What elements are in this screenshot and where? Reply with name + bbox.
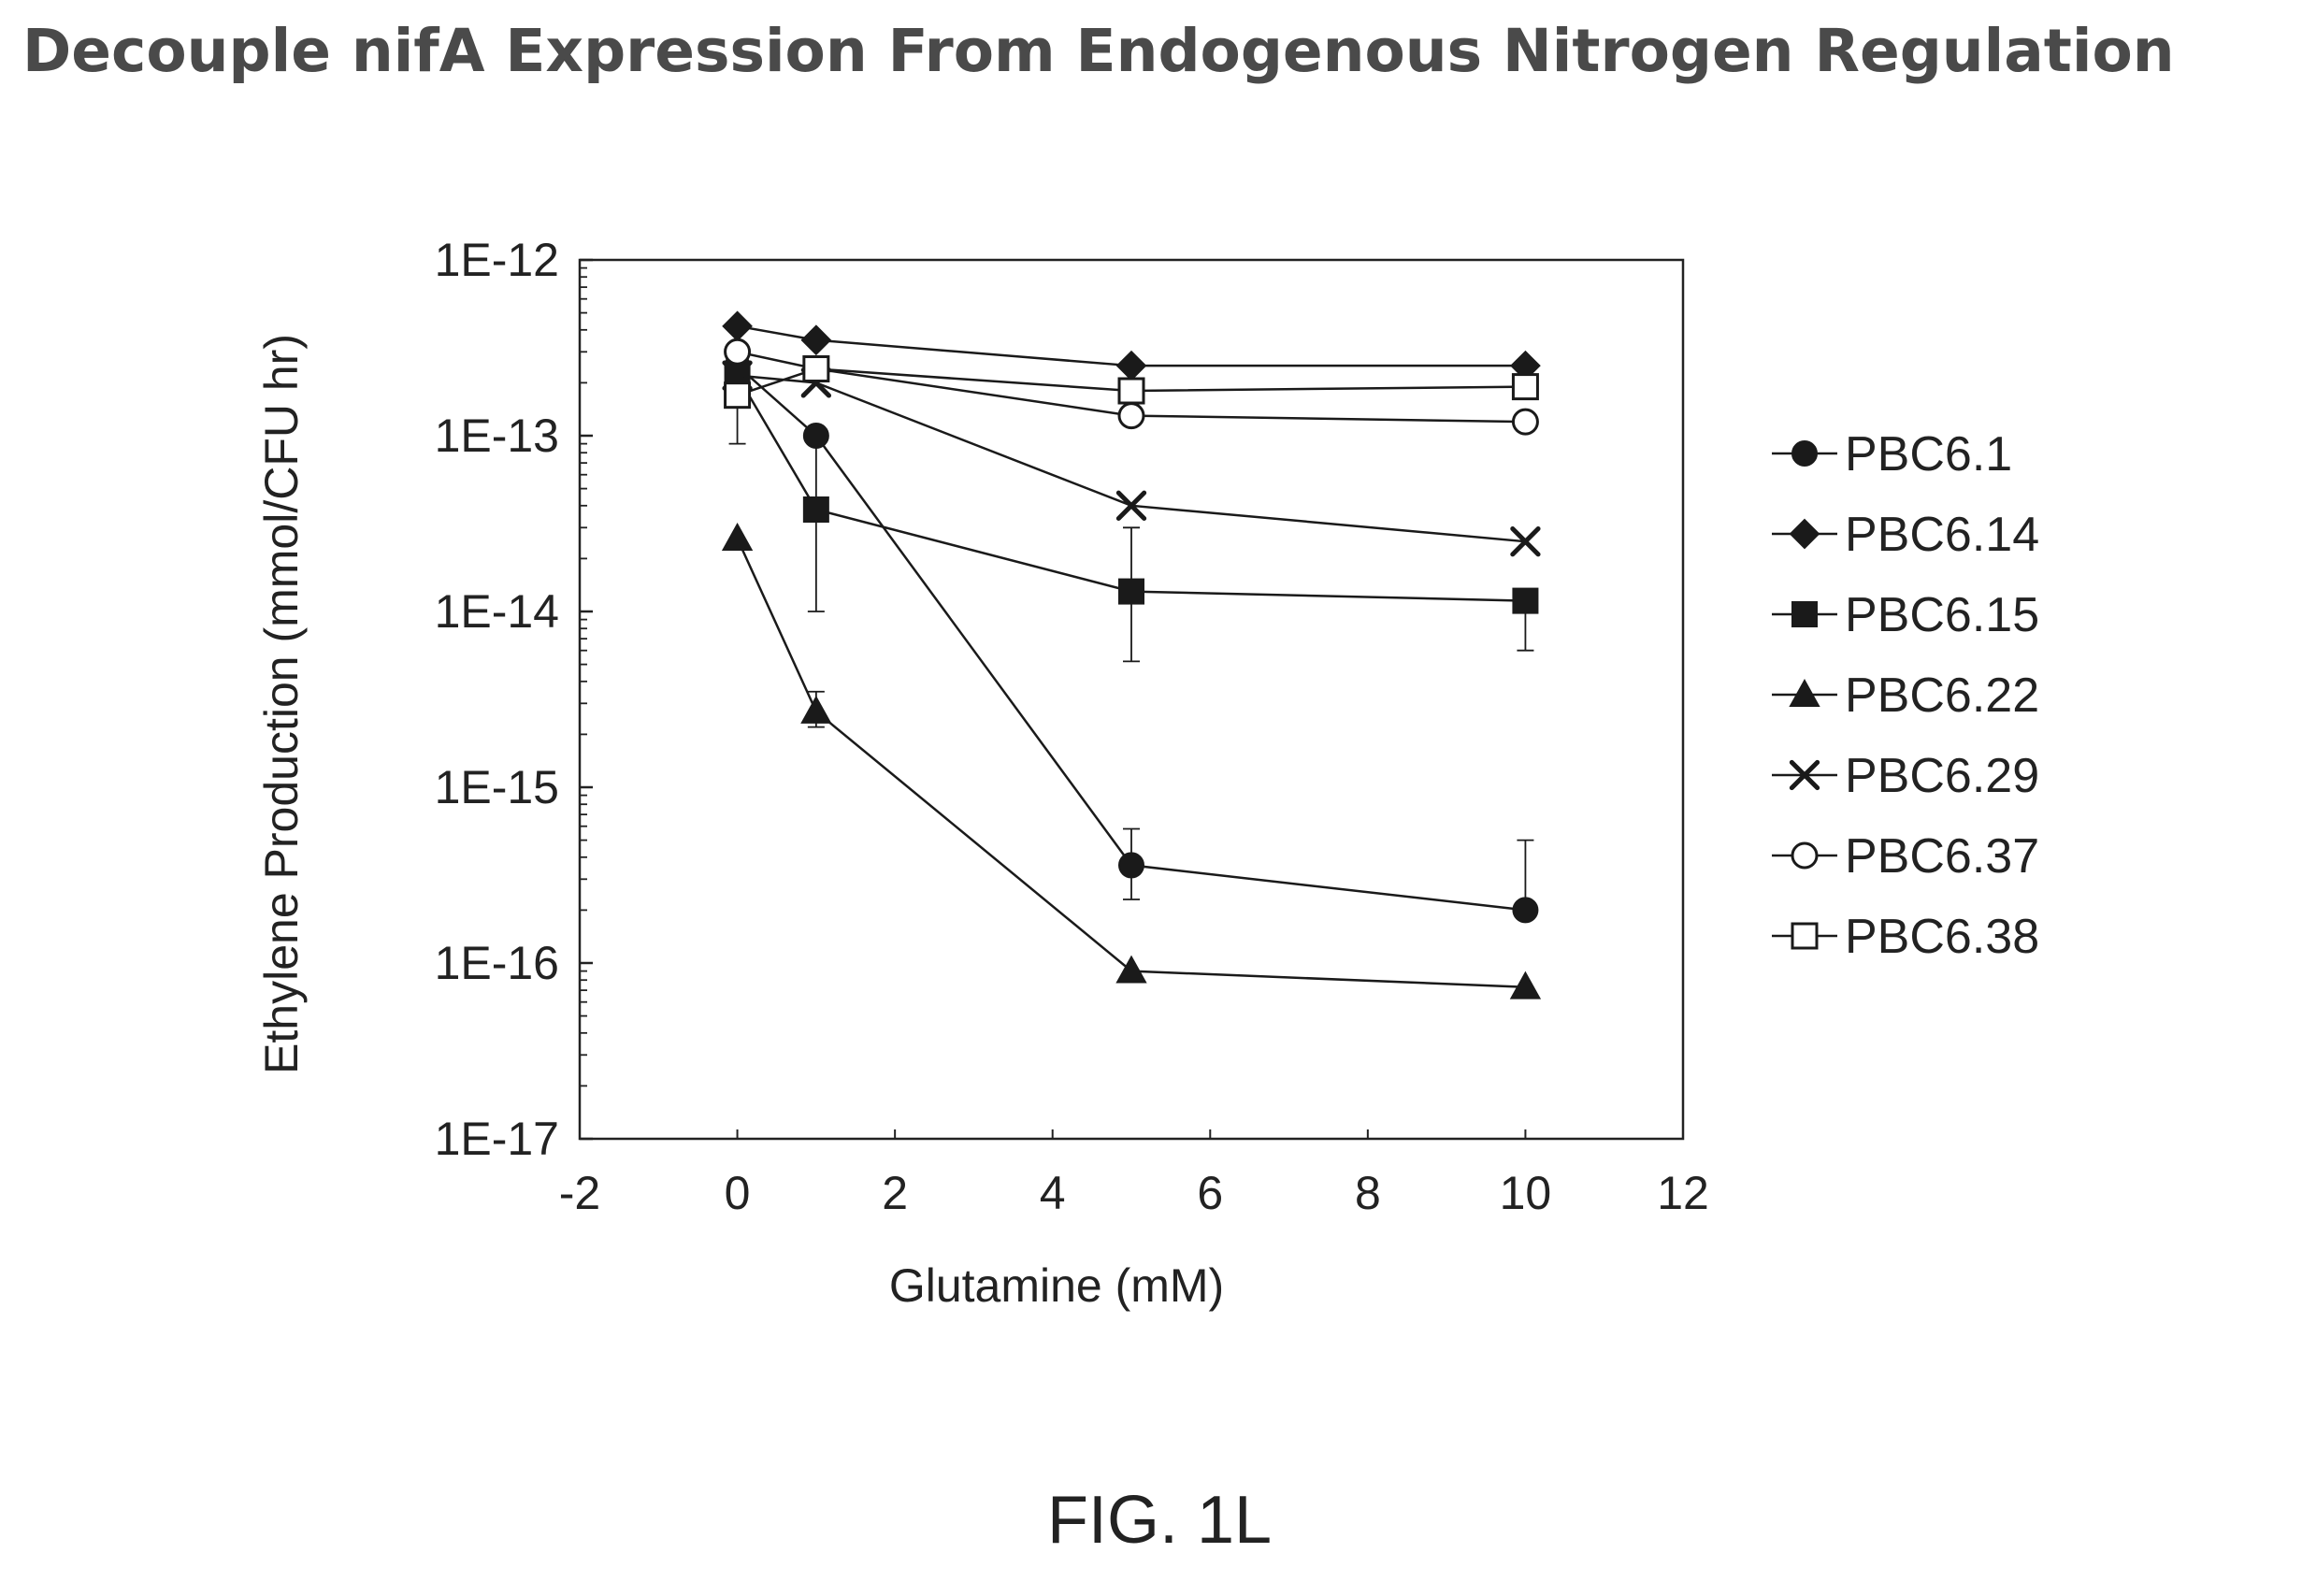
data-point [1115, 350, 1147, 381]
y-axis: 1E-12 1E-13 1E-14 1E-15 1E-16 1E-17 [435, 234, 593, 1165]
legend-label: PBC6.15 [1845, 588, 2039, 642]
legend-marker [1791, 922, 1819, 950]
legend-item: PBC6.37 [1772, 829, 2039, 884]
figure-label: FIG. 1L [1046, 1483, 1273, 1558]
data-point [724, 381, 752, 410]
series-group [721, 310, 1542, 999]
y-tick-label: 1E-15 [435, 761, 559, 813]
x-tick-label: -2 [559, 1167, 600, 1219]
series-line [736, 538, 1526, 988]
series-pbc6-22 [721, 522, 1542, 999]
legend-item: PBC6.22 [1772, 669, 2039, 723]
legend-label: PBC6.1 [1845, 427, 2012, 482]
series-line [737, 324, 1526, 367]
y-tick-label: 1E-13 [435, 410, 559, 462]
data-point [1115, 955, 1147, 984]
legend-marker [1789, 518, 1820, 550]
series-line [737, 367, 1526, 396]
marker-stroke [1510, 526, 1541, 557]
marker-stroke [1115, 490, 1147, 521]
series-pbc6-38 [724, 355, 1539, 445]
data-point [1512, 587, 1539, 614]
series-pbc6-37 [724, 338, 1539, 436]
legend-marker [1791, 601, 1818, 627]
series-line [736, 365, 1526, 912]
legend-marker [1789, 678, 1820, 707]
series-pbc6-14 [722, 310, 1541, 381]
x-axis: -2 0 2 4 6 8 10 12 [559, 1129, 1709, 1219]
data-point [1117, 402, 1145, 430]
legend-item: PBC6.14 [1772, 508, 2039, 562]
plot-border [578, 258, 1685, 1141]
data-point [802, 355, 830, 383]
legend-item: PBC6.1 [1772, 427, 2012, 482]
x-tick-label: 10 [1500, 1167, 1552, 1219]
y-tick-label: 1E-14 [435, 585, 559, 638]
plot-frame [578, 258, 1685, 1141]
y-axis-title: Ethylene Production (mmol/CFU hr) [255, 334, 308, 1074]
legend-label: PBC6.37 [1845, 829, 2039, 884]
data-point [722, 310, 753, 342]
y-tick-label: 1E-17 [435, 1113, 559, 1165]
legend: PBC6.1 PBC6.14 PBC6.15 PBC6.22 PBC6.29 PBC6.3… [1772, 427, 2039, 964]
series-line [736, 374, 1526, 602]
legend-item: PBC6.38 [1772, 910, 2039, 964]
legend-marker [1791, 841, 1819, 870]
data-point [800, 695, 832, 724]
x-tick-label: 6 [1197, 1167, 1223, 1219]
data-point [800, 324, 832, 356]
x-tick-label: 0 [725, 1167, 751, 1219]
data-point [1511, 408, 1539, 436]
data-point [1117, 377, 1145, 405]
legend-marker [1791, 440, 1818, 467]
series-pbc6-1 [724, 352, 1539, 924]
x-tick-label: 8 [1355, 1167, 1381, 1219]
legend-marker [1789, 759, 1820, 791]
legend-label: PBC6.14 [1845, 508, 2039, 562]
legend-item: PBC6.15 [1772, 588, 2039, 642]
data-point [802, 496, 829, 524]
data-point [1510, 526, 1541, 557]
x-tick-label: 4 [1040, 1167, 1066, 1219]
legend-label: PBC6.38 [1845, 910, 2039, 964]
page-title: Decouple nifA Expression From Endogenous… [22, 17, 2175, 85]
legend-label: PBC6.22 [1845, 669, 2039, 723]
series-line [737, 374, 1526, 543]
data-point [724, 338, 752, 366]
data-point [1511, 373, 1539, 401]
legend-label: PBC6.29 [1845, 749, 2039, 803]
legend-item: PBC6.29 [1772, 749, 2039, 803]
marker-stroke [1789, 759, 1820, 791]
data-point [721, 522, 754, 551]
data-point [1512, 897, 1539, 924]
y-tick-label: 1E-16 [435, 937, 559, 989]
x-axis-title: Glutamine (mM) [889, 1259, 1224, 1312]
data-point [1118, 852, 1144, 879]
data-point [1115, 490, 1147, 521]
data-point [1509, 971, 1542, 999]
series-line [737, 351, 1526, 424]
data-point [1118, 578, 1144, 605]
x-tick-label: 12 [1657, 1167, 1709, 1219]
y-tick-label: 1E-12 [435, 234, 559, 286]
x-tick-label: 2 [882, 1167, 908, 1219]
